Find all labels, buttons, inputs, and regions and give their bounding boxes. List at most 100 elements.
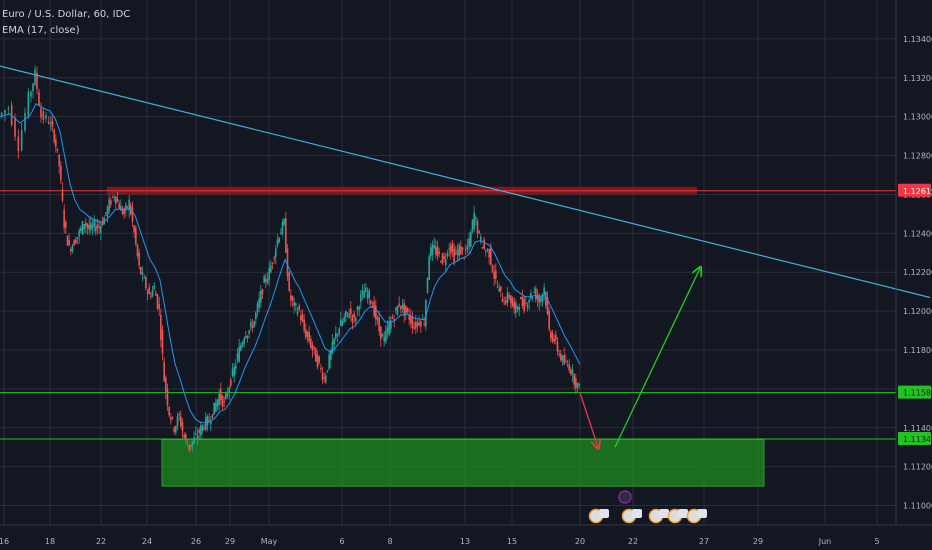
candle-body [390,320,392,329]
candle-body [220,389,222,401]
candle-body [55,139,57,148]
candle-body [343,317,345,322]
descending-trendline[interactable] [0,65,931,299]
candle-body [121,208,124,214]
time-tick-label: 5 [874,537,879,546]
candle-body [361,290,364,295]
price-tag[interactable] [898,385,931,399]
candle-body [316,354,319,368]
candle-body [131,207,134,222]
candle-body [448,248,450,250]
candle-body [101,222,104,226]
symbol-title[interactable]: Euro / U.S. Dollar, 60, IDC [2,9,131,20]
candle-body [466,246,469,250]
candle-body [105,212,107,214]
candle-body [4,110,6,115]
candle-body [85,222,87,226]
projected-drop-arrow[interactable] [579,392,598,447]
candle-body [543,287,545,295]
candle-body [530,292,532,299]
candle-body [480,236,482,242]
candle-body [535,288,537,300]
candle-body [415,321,417,329]
candle-body [24,112,26,131]
candle-body [263,276,265,283]
support-zone[interactable] [161,438,765,487]
candle-body [53,130,55,142]
candle-body [450,245,452,254]
candle-body [243,338,245,344]
candle-body [481,246,484,249]
candle-body [441,253,444,264]
candle-body [338,328,340,335]
candle-body [365,287,367,293]
candle-body [545,291,547,306]
candle-body [193,437,195,443]
candle-body [206,416,209,426]
projected-rise-arrow[interactable] [614,268,700,448]
price-tick-label: 1.13200 [903,74,932,83]
candle-body [68,240,70,246]
candle-body [196,435,199,440]
candle-body [391,316,394,319]
event-icon[interactable] [618,490,632,504]
indicator-label[interactable]: EMA (17, close) [2,25,80,36]
candle-body [360,294,362,302]
candle-body [500,286,502,291]
candle-body [126,206,129,208]
candle-body [408,314,410,320]
candle-body [183,434,185,438]
price-tag[interactable] [898,183,931,197]
trendline[interactable] [0,65,931,299]
candle-body [285,218,287,253]
candle-body [235,365,237,369]
candle-body [123,208,125,214]
candle-body [80,227,82,231]
candle-body [315,348,317,362]
candle-body [188,445,190,450]
candle-body [458,245,460,257]
candle-body [7,107,10,110]
candle-body [216,399,219,407]
candle-body [113,197,115,199]
candle-body [161,329,164,354]
candle-body [400,305,402,310]
candle-body [115,196,117,204]
candle-body [540,298,542,302]
event-count-badge [678,509,688,518]
candle-body [383,337,385,341]
time-axis[interactable]: 16 18 22 24 26 29 May 6 8 13 15 20 22 27 29 Jun 5 [0,524,932,546]
candle-body [178,414,180,416]
candle-body [431,245,434,255]
price-tick-label: 1.12800 [903,152,932,161]
candle-body [75,239,77,244]
event-markers[interactable] [588,490,708,524]
candle-body [118,203,120,210]
price-tick-label: 1.11800 [903,346,932,355]
candle-body [150,295,152,297]
candle-body [551,332,554,342]
candle-body [495,270,497,279]
candle-body [548,310,550,329]
candle-body [346,312,349,314]
candle-body [553,338,555,342]
candle-body [168,406,170,416]
time-tick-label: 29 [225,537,235,546]
candle-body [393,319,395,321]
candle-body [50,122,52,124]
candle-body [116,198,119,202]
candle-body [330,350,332,361]
price-tag[interactable] [898,432,931,446]
candle-body [521,297,524,306]
candle-body [32,83,34,92]
candle-body [228,387,230,393]
projection-arrows[interactable] [579,268,700,448]
candle-body [575,378,577,388]
candle-body [165,377,167,392]
candle-body [490,247,492,265]
candle-body [546,297,549,314]
price-axis[interactable]: 1.134001.132001.130001.128001.126001.124… [895,0,932,525]
candle-body [366,293,369,299]
time-tick-label: 27 [699,537,709,546]
